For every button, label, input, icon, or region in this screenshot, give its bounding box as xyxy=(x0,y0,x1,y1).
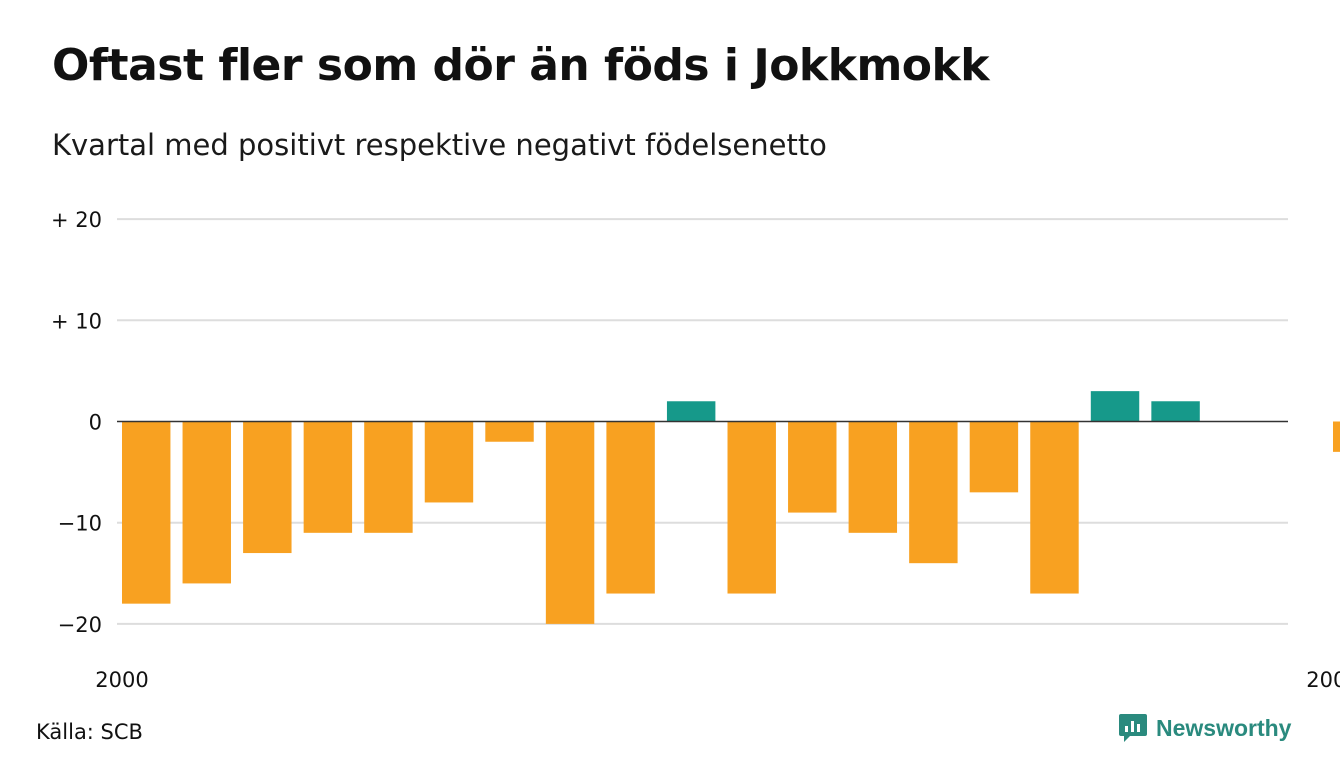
bar-negative xyxy=(485,421,534,442)
bar-chart: + 20+ 100−10−20 20002005201020152020 xyxy=(51,208,1340,692)
brand-logo: Newsworthy xyxy=(1118,712,1291,744)
x-tick-labels: 20002005201020152020 xyxy=(95,668,1340,692)
newsworthy-logo-icon xyxy=(1119,714,1147,742)
source-label: Källa: SCB xyxy=(36,720,143,744)
y-tick-label: + 10 xyxy=(51,309,102,333)
chart-title: Oftast fler som dör än föds i Jokkmokk xyxy=(52,40,990,91)
y-tick-label: −10 xyxy=(58,512,102,536)
brand-name: Newsworthy xyxy=(1156,714,1292,741)
bar-negative xyxy=(788,421,837,513)
x-tick-label: 2005 xyxy=(1306,668,1340,692)
bar-negative xyxy=(969,421,1019,493)
y-tick-label: −20 xyxy=(58,613,102,637)
chart-subtitle: Kvartal med positivt respektive negativt… xyxy=(52,128,827,162)
y-tick-label: + 20 xyxy=(51,208,102,232)
bar-negative xyxy=(848,421,898,533)
bar-negative xyxy=(909,421,958,564)
bar-positive xyxy=(1090,391,1140,422)
grid-lines xyxy=(117,218,1288,625)
bar-negative xyxy=(364,421,413,533)
y-tick-label: 0 xyxy=(89,411,102,435)
bar-negative xyxy=(303,421,353,533)
bar-positive xyxy=(666,401,716,422)
bar-negative xyxy=(545,421,595,624)
y-tick-labels: + 20 + 10 0 −10 −20 xyxy=(51,208,102,637)
bar-negative xyxy=(727,421,776,594)
bar-negative xyxy=(1333,421,1340,452)
bar-negative xyxy=(1030,421,1079,594)
bar-negative xyxy=(243,421,292,554)
bar-negative xyxy=(424,421,474,503)
bar-negative xyxy=(122,421,171,604)
bars xyxy=(122,391,1340,624)
bar-negative xyxy=(606,421,655,594)
x-tick-label: 2000 xyxy=(95,668,148,692)
bar-negative xyxy=(182,421,231,584)
bar-positive xyxy=(1151,401,1200,422)
